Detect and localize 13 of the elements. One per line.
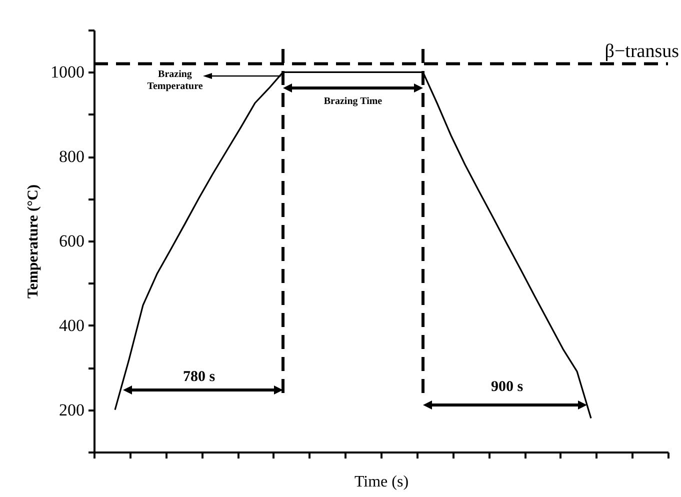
annotation: Brazing Time: [324, 96, 383, 108]
y-tick-label: 600: [59, 232, 84, 250]
y-tick-label: 1000: [50, 62, 84, 82]
ref-line-label: β−transus: [604, 40, 679, 62]
annotation: 780 s: [182, 369, 216, 386]
annotation: Brazing Temperature: [147, 69, 204, 92]
y-tick-label: 800: [59, 147, 84, 166]
y-axis-title: Temperature (°C): [26, 184, 42, 298]
y-tick-label: 400: [59, 316, 84, 335]
line-series: [114, 71, 592, 420]
annotation: 900 s: [490, 379, 524, 396]
x-axis-title: Time (s): [354, 474, 409, 490]
y-tick-label: 200: [59, 400, 84, 420]
